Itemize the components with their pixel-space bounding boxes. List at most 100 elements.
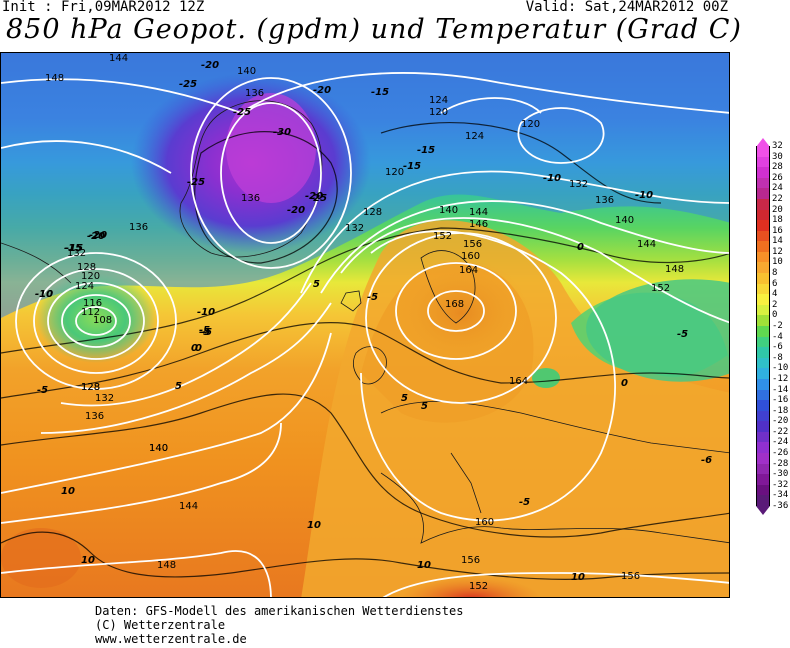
geo-label: 144	[469, 207, 488, 218]
legend-tick-label: 22	[772, 193, 783, 204]
geo-label: 164	[459, 265, 478, 276]
temp-label: -10	[35, 289, 53, 300]
geo-label: 144	[637, 239, 656, 250]
contour-144-west	[1, 140, 172, 174]
legend-swatch	[757, 442, 769, 454]
geopotential-contours	[1, 72, 729, 597]
geo-label: 140	[149, 443, 168, 454]
geo-label: 148	[157, 560, 176, 571]
map-canvas: 148 144 140 136 128 124 120 116 112 108 …	[1, 53, 729, 597]
legend-swatch	[757, 336, 769, 348]
geo-label: 124	[465, 131, 484, 142]
isotherm-5	[1, 393, 729, 538]
legend-tick-label: 30	[772, 151, 783, 162]
temp-label: -25	[187, 177, 205, 188]
geo-label: 136	[595, 195, 614, 206]
geo-label: 140	[439, 205, 458, 216]
geo-label: 116	[83, 298, 102, 309]
temp-label: -20	[201, 60, 219, 71]
legend-tick-label: 6	[772, 278, 778, 289]
italy-coast	[450, 452, 482, 514]
temp-label: -10	[35, 289, 53, 300]
contour-120-north	[517, 107, 605, 164]
scandinavia-coast	[420, 250, 476, 324]
temp-label: -20	[87, 231, 105, 242]
geo-label: 140	[149, 443, 168, 454]
temp-label: 10	[81, 555, 95, 566]
temp-label: -10	[543, 173, 561, 184]
temp-label: -15	[65, 243, 83, 254]
low-contour-124	[15, 252, 177, 390]
geo-label: 128	[81, 382, 100, 393]
temp-label: -5	[201, 327, 212, 338]
legend-swatch	[757, 400, 769, 412]
temp-label: -6	[701, 455, 712, 466]
geo-label: 112	[81, 307, 100, 318]
legend-swatch	[757, 410, 769, 422]
header: Init : Fri,09MAR2012 12Z Valid: Sat,24MA…	[0, 0, 790, 16]
geo-label: 148	[45, 73, 64, 84]
temperature-legend: 32 30 28 26 24 22 20 18 16 14 12 10 8 6 4 2 0 -2 -4 -6 -8 -10…	[752, 138, 790, 515]
footer-copyright: (C) Wetterzentrale	[95, 618, 226, 632]
legend-swatch	[757, 167, 769, 179]
legend-swatch	[757, 273, 769, 285]
legend-tick-label: -16	[772, 395, 789, 406]
temperature-labels: -20 -25 -30 -25 -20 -25 -15 -20 -15 -20 …	[35, 60, 712, 583]
geopotential-labels: 148 144 140 136 128 124 120 116 112 108 …	[45, 53, 684, 592]
legend-swatch	[757, 283, 769, 295]
high-contour-164	[395, 262, 517, 360]
temp-label: -5	[199, 325, 210, 336]
geo-label: 120	[81, 271, 100, 282]
geo-label: 136	[245, 88, 264, 99]
temp-label: -5	[519, 497, 530, 508]
temp-label: -5	[677, 329, 688, 340]
contour-144-south	[1, 422, 282, 524]
legend-swatch	[757, 431, 769, 443]
footer-data-source: Daten: GFS-Modell des amerikanischen Wet…	[95, 604, 464, 618]
legend-swatch	[757, 347, 769, 359]
geo-label: 136	[129, 222, 148, 233]
geo-label: 124	[75, 281, 94, 292]
legend-tick-label: 26	[772, 172, 783, 183]
legend-tick-label: 0	[772, 310, 778, 321]
contour-144	[320, 200, 729, 294]
geo-label: 108	[93, 315, 112, 326]
legend-swatch	[757, 156, 769, 168]
temp-label: -25	[233, 107, 251, 118]
legend-tick-label: -26	[772, 448, 789, 459]
geo-label: 144	[179, 501, 198, 512]
legend-swatch	[757, 315, 769, 327]
legend-tick-label: -24	[772, 437, 789, 448]
legend-tick-label: 12	[772, 246, 783, 257]
legend-swatch	[757, 463, 769, 475]
geo-label: 124	[429, 95, 448, 106]
temp-label: -20	[89, 230, 107, 241]
legend-swatch	[757, 378, 769, 391]
temp-label: -25	[179, 79, 197, 90]
isotherms	[1, 121, 729, 580]
temp-label: -20	[313, 85, 331, 96]
high-contour-168	[427, 290, 485, 332]
iceland-coast	[340, 290, 362, 312]
temp-label: -15	[371, 87, 389, 98]
legend-tick-label: 24	[772, 183, 783, 194]
geo-label: 146	[469, 219, 488, 230]
legend-swatch	[757, 357, 769, 369]
legend-tick-label: -2	[772, 321, 783, 331]
legend-swatch	[757, 495, 769, 507]
british-isles-coast	[352, 346, 387, 385]
legend-swatch	[757, 262, 769, 274]
legend-tick-label: 16	[772, 225, 783, 236]
geo-label: 136	[85, 411, 104, 422]
geo-label: 132	[569, 179, 588, 190]
mediterranean-coast	[380, 472, 729, 544]
greenland-contour-132	[220, 102, 322, 244]
legend-tick-label: 20	[772, 204, 783, 215]
geo-label: 148	[665, 264, 684, 275]
init-time: Init : Fri,09MAR2012 12Z	[2, 0, 205, 15]
temp-label: -5	[367, 292, 378, 303]
temp-label: -20	[287, 205, 305, 216]
legend-tick-label: -28	[772, 458, 789, 469]
geo-label: 152	[433, 231, 452, 242]
warm-atlantic-south	[1, 528, 81, 588]
